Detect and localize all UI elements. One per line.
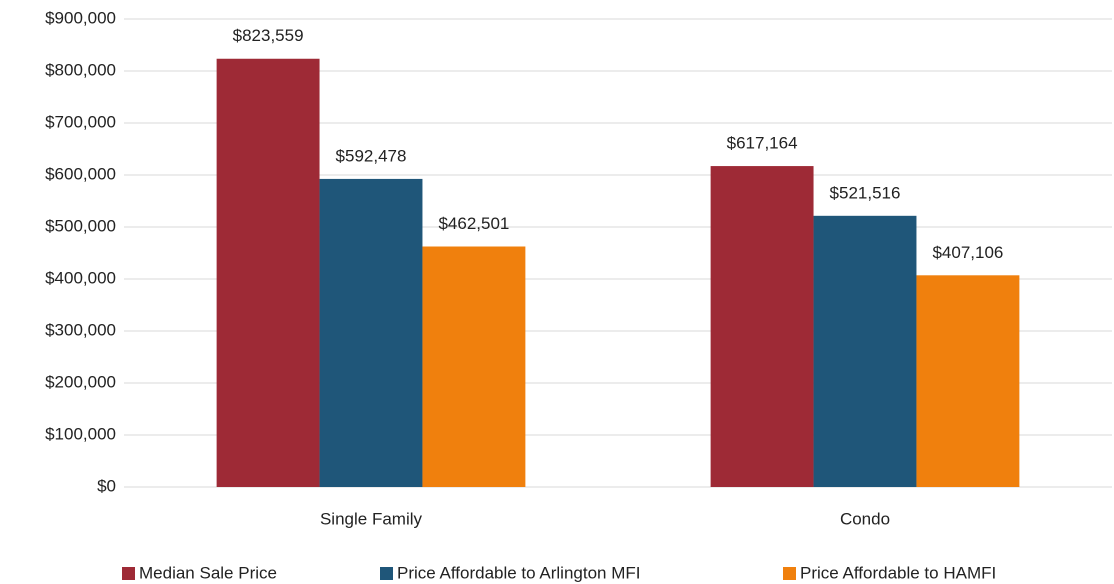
y-tick-label: $0 xyxy=(97,476,116,495)
legend-swatch xyxy=(122,567,135,580)
legend-label: Price Affordable to Arlington MFI xyxy=(397,563,640,582)
data-label: $592,478 xyxy=(336,146,407,165)
y-tick-label: $900,000 xyxy=(45,8,116,27)
y-tick-label: $400,000 xyxy=(45,268,116,287)
x-tick-label: Single Family xyxy=(320,509,423,528)
y-tick-label: $700,000 xyxy=(45,112,116,131)
bar xyxy=(422,246,526,487)
y-tick-label: $200,000 xyxy=(45,372,116,391)
legend-swatch xyxy=(783,567,796,580)
bar xyxy=(916,275,1020,487)
bar xyxy=(813,215,917,487)
y-tick-label: $600,000 xyxy=(45,164,116,183)
data-label: $462,501 xyxy=(438,214,509,233)
legend-label: Price Affordable to HAMFI xyxy=(800,563,996,582)
y-tick-label: $300,000 xyxy=(45,320,116,339)
bar xyxy=(710,166,814,488)
legend-label: Median Sale Price xyxy=(139,563,277,582)
data-label: $521,516 xyxy=(830,183,901,202)
y-tick-label: $100,000 xyxy=(45,424,116,443)
bar xyxy=(216,58,320,487)
legend-swatch xyxy=(380,567,393,580)
x-tick-label: Condo xyxy=(840,509,890,528)
data-label: $407,106 xyxy=(932,243,1003,262)
y-tick-label: $800,000 xyxy=(45,60,116,79)
bar xyxy=(319,178,423,487)
data-label: $823,559 xyxy=(233,26,304,45)
y-tick-label: $500,000 xyxy=(45,216,116,235)
data-label: $617,164 xyxy=(727,134,798,153)
